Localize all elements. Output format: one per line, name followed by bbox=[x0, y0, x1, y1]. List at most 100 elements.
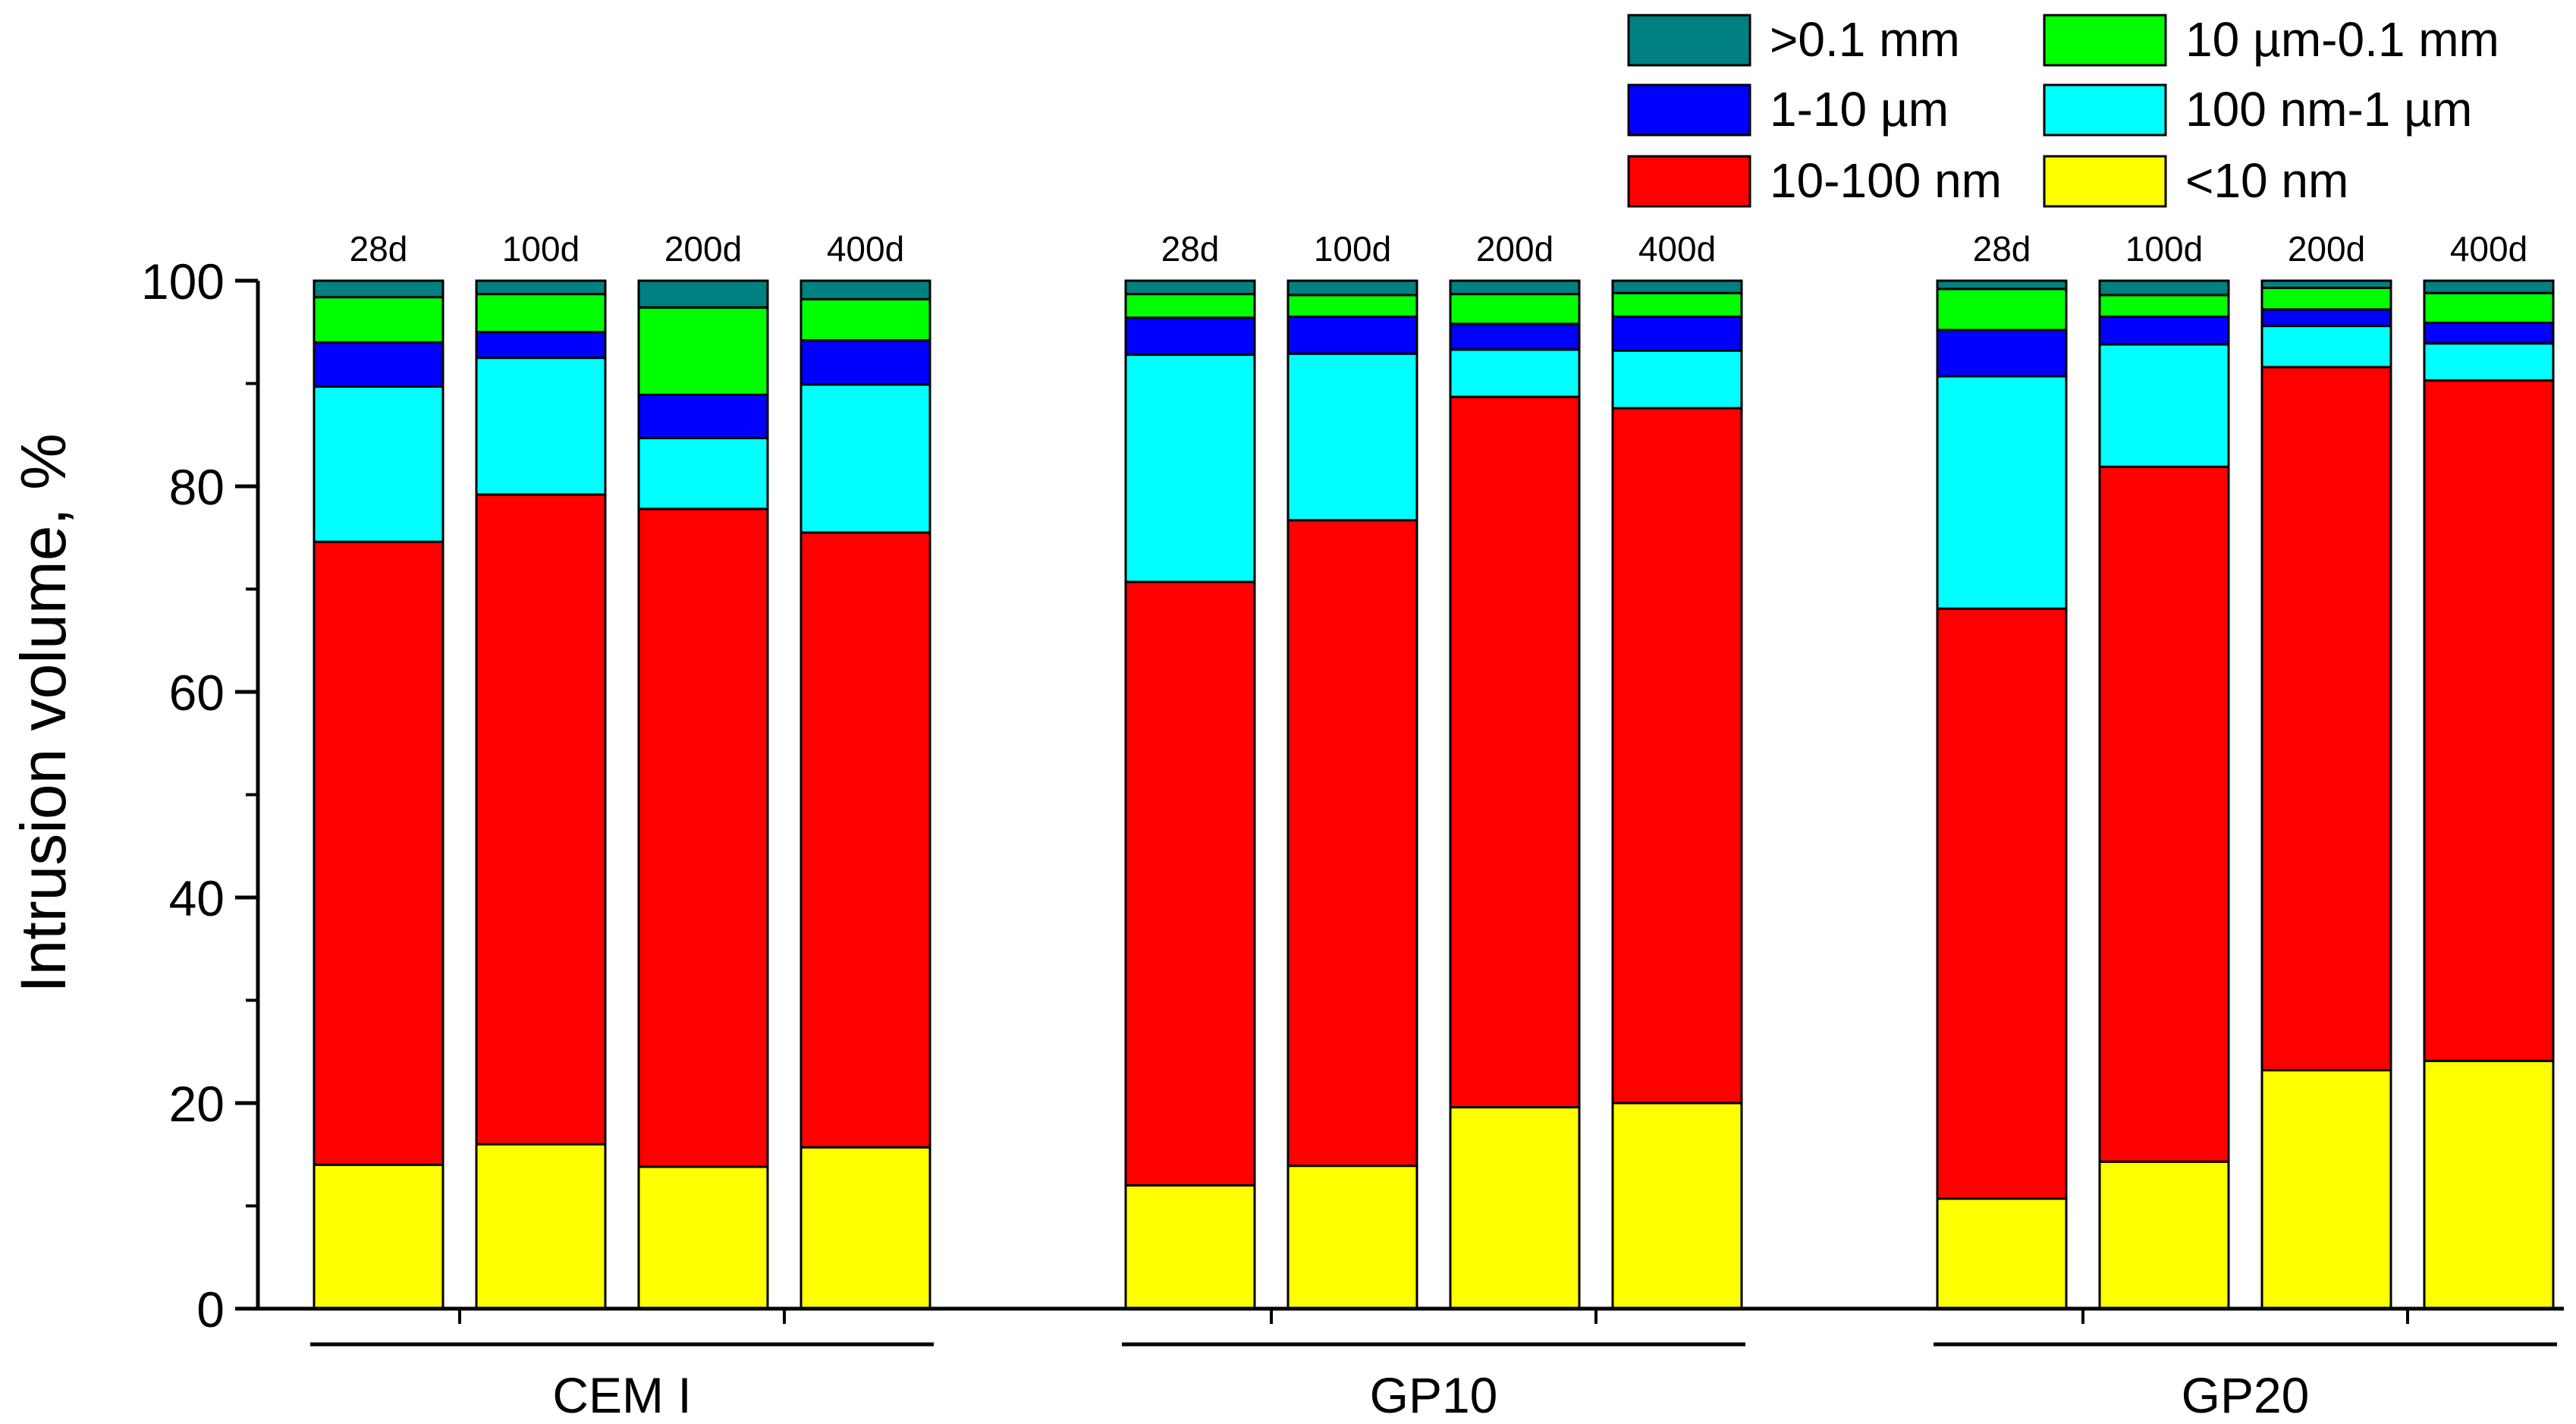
bar-gp10-100d-10-nm bbox=[1286, 1165, 1418, 1310]
bar-gp10-400d-10-100-nm bbox=[1611, 407, 1743, 1105]
bar-top-label: 400d bbox=[827, 229, 904, 269]
y-tick-label: 20 bbox=[169, 1076, 225, 1132]
bar-gp20-28d-10-m-0-1-mm bbox=[1936, 288, 2068, 332]
bar-cem-i-28d-10-100-nm bbox=[313, 540, 445, 1166]
bar-top-label: 200d bbox=[2288, 229, 2365, 269]
legend-swatch-10-nm bbox=[2043, 155, 2167, 208]
bar-gp10-200d-10-100-nm bbox=[1449, 395, 1581, 1108]
bar-cem-i-200d-10-m-0-1-mm bbox=[637, 306, 769, 396]
bar-gp10-400d-10-m-0-1-mm bbox=[1611, 291, 1743, 318]
legend-label: 10-100 nm bbox=[1770, 153, 2002, 208]
bar-gp10-200d-0-1-mm bbox=[1449, 279, 1581, 296]
bar-top-label: 28d bbox=[350, 229, 408, 269]
bar-gp20-200d-100-nm-1-m bbox=[2260, 325, 2392, 369]
legend-swatch-100-nm-1-m bbox=[2043, 83, 2167, 137]
bar-top-label: 400d bbox=[2450, 229, 2527, 269]
bar-gp10-400d-1-10-m bbox=[1611, 315, 1743, 352]
bar-gp10-400d-10-nm bbox=[1611, 1102, 1743, 1310]
bar-gp10-200d-100-nm-1-m bbox=[1449, 348, 1581, 398]
bar-gp20-400d-1-10-m bbox=[2423, 322, 2555, 345]
bar-top-label: 28d bbox=[1161, 229, 1220, 269]
bar-gp10-100d-10-100-nm bbox=[1286, 519, 1418, 1168]
bar-top-label: 100d bbox=[2125, 229, 2203, 269]
bar-gp20-100d-10-100-nm bbox=[2098, 465, 2230, 1163]
bar-gp20-28d-1-10-m bbox=[1936, 328, 2068, 378]
legend-label: 10 µm-0.1 mm bbox=[2185, 12, 2499, 67]
bar-cem-i-28d-10-m-0-1-mm bbox=[313, 296, 445, 344]
bar-gp10-400d-0-1-mm bbox=[1611, 279, 1743, 294]
bar-gp20-400d-10-m-0-1-mm bbox=[2423, 291, 2555, 325]
bar-cem-i-200d-10-nm bbox=[637, 1165, 769, 1310]
legend-swatch-1-10-m bbox=[1627, 83, 1751, 137]
legend-label: <10 nm bbox=[2185, 153, 2348, 208]
bar-gp10-28d-0-1-mm bbox=[1124, 279, 1256, 296]
bar-gp20-200d-1-10-m bbox=[2260, 308, 2392, 328]
bar-gp20-100d-10-m-0-1-mm bbox=[2098, 294, 2230, 318]
axes bbox=[235, 278, 2564, 1347]
bar-gp20-100d-1-10-m bbox=[2098, 315, 2230, 346]
bar-gp10-100d-1-10-m bbox=[1286, 315, 1418, 355]
bar-cem-i-100d-0-1-mm bbox=[475, 279, 607, 296]
bar-gp10-200d-10-m-0-1-mm bbox=[1449, 293, 1581, 325]
bar-cem-i-100d-10-m-0-1-mm bbox=[475, 293, 607, 334]
bar-cem-i-400d-100-nm-1-m bbox=[800, 383, 931, 534]
bar-cem-i-400d-0-1-mm bbox=[800, 279, 931, 300]
bar-cem-i-28d-10-nm bbox=[313, 1163, 445, 1310]
legend: >0.1 mm 10 µm-0.1 mm 1-10 µm 100 nm-1 µm 10-… bbox=[1627, 12, 2499, 208]
y-tick-label: 40 bbox=[169, 870, 225, 926]
bar-gp20-400d-0-1-mm bbox=[2423, 279, 2555, 294]
bar-top-label: 200d bbox=[1476, 229, 1553, 269]
bar-cem-i-100d-10-100-nm bbox=[475, 493, 607, 1146]
y-axis-label: Intrusion volume, % bbox=[8, 433, 79, 993]
bar-cem-i-200d-100-nm-1-m bbox=[637, 436, 769, 511]
bar-cem-i-100d-1-10-m bbox=[475, 331, 607, 360]
bar-gp20-200d-10-100-nm bbox=[2260, 366, 2392, 1072]
bar-gp10-28d-100-nm-1-m bbox=[1124, 354, 1256, 583]
y-tick-label: 0 bbox=[196, 1281, 225, 1338]
bar-cem-i-400d-10-nm bbox=[800, 1146, 931, 1310]
bar-cem-i-28d-1-10-m bbox=[313, 341, 445, 388]
bar-gp10-400d-100-nm-1-m bbox=[1611, 349, 1743, 410]
bar-gp20-28d-10-100-nm bbox=[1936, 607, 2068, 1200]
legend-label: 100 nm-1 µm bbox=[2185, 82, 2472, 137]
bar-cem-i-400d-10-100-nm bbox=[800, 531, 931, 1149]
bar-gp20-28d-10-nm bbox=[1936, 1197, 2068, 1310]
bar-gp10-100d-100-nm-1-m bbox=[1286, 352, 1418, 522]
bar-gp20-400d-10-nm bbox=[2423, 1059, 2555, 1310]
bar-gp20-400d-10-100-nm bbox=[2423, 379, 2555, 1062]
bar-gp10-100d-10-m-0-1-mm bbox=[1286, 294, 1418, 318]
bar-gp10-28d-10-m-0-1-mm bbox=[1124, 293, 1256, 319]
bar-gp20-200d-10-m-0-1-mm bbox=[2260, 286, 2392, 311]
bar-gp20-400d-100-nm-1-m bbox=[2423, 342, 2555, 382]
bar-gp20-28d-0-1-mm bbox=[1936, 279, 2068, 291]
bar-gp10-200d-10-nm bbox=[1449, 1105, 1581, 1310]
bar-top-label: 200d bbox=[664, 229, 742, 269]
bar-cem-i-200d-1-10-m bbox=[637, 393, 769, 439]
bar-gp10-28d-10-nm bbox=[1124, 1184, 1256, 1310]
bar-cem-i-28d-100-nm-1-m bbox=[313, 385, 445, 543]
bar-gp20-100d-0-1-mm bbox=[2098, 279, 2230, 297]
bars bbox=[313, 279, 2555, 1310]
group-label: GP10 bbox=[1370, 1367, 1498, 1423]
labels: 28d 100d 200d 400d CEM I 28d 100d 200d 400d GP10 2… bbox=[141, 229, 2527, 1423]
bar-cem-i-200d-0-1-mm bbox=[637, 279, 769, 309]
bar-cem-i-200d-10-100-nm bbox=[637, 508, 769, 1168]
bar-top-label: 100d bbox=[1314, 229, 1391, 269]
bar-gp20-28d-100-nm-1-m bbox=[1936, 375, 2068, 610]
bar-cem-i-400d-10-m-0-1-mm bbox=[800, 297, 931, 342]
bar-gp10-100d-0-1-mm bbox=[1286, 279, 1418, 297]
bar-gp10-28d-10-100-nm bbox=[1124, 580, 1256, 1187]
legend-swatch-10-m-0-1-mm bbox=[2043, 14, 2167, 67]
bar-gp20-100d-10-nm bbox=[2098, 1160, 2230, 1310]
bar-top-label: 28d bbox=[1973, 229, 2031, 269]
bar-gp20-200d-10-nm bbox=[2260, 1069, 2392, 1310]
bar-cem-i-28d-0-1-mm bbox=[313, 279, 445, 299]
legend-swatch-10-100-nm bbox=[1627, 155, 1751, 208]
bar-cem-i-400d-1-10-m bbox=[800, 339, 931, 386]
legend-swatch-0-1-mm bbox=[1627, 14, 1751, 67]
bar-top-label: 100d bbox=[502, 229, 580, 269]
bar-gp10-200d-1-10-m bbox=[1449, 322, 1581, 351]
bar-cem-i-100d-10-nm bbox=[475, 1143, 607, 1310]
y-tick-label: 80 bbox=[169, 459, 225, 515]
